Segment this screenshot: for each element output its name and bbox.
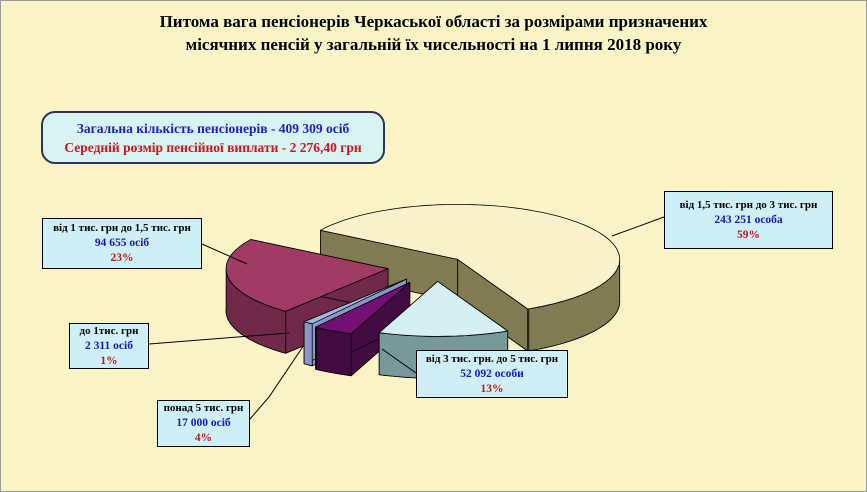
callout-slice-over-5000: понад 5 тис. грн 17 000 осіб 4% (157, 400, 250, 447)
pie-slice-1pct-front (303, 321, 313, 367)
callout-leader-line (249, 344, 305, 420)
pie-slice-59pct-top (320, 204, 621, 310)
callout-slice-under-1000: до 1тис. грн 2 311 осіб 1% (69, 323, 149, 369)
callout-leader-line (148, 332, 290, 345)
pie-slice-4pct-top (315, 282, 411, 335)
callout-count: 243 251 особа (714, 213, 783, 226)
callout-label: від 1,5 тис. грн до 3 тис. грн (679, 198, 818, 211)
pie-slice-1pct-top (303, 278, 407, 325)
callout-percent: 59% (737, 228, 760, 241)
callout-label: від 3 тис. грн. до 5 тис. грн (425, 352, 559, 365)
chart-title-line-2: місячних пенсій у загальній їх чисельнос… (185, 35, 682, 54)
pie-slice-4pct-front (316, 327, 352, 377)
callout-slice-3000-5000: від 3 тис. грн. до 5 тис. грн 52 092 осо… (416, 350, 568, 398)
callout-count: 52 092 особи (460, 367, 524, 380)
callout-slice-1000-1500: від 1 тис. грн до 1,5 тис. грн 94 655 ос… (42, 218, 202, 269)
chart-title-line-1: Питома вага пенсіонерів Черкаської облас… (159, 12, 708, 31)
callout-percent: 1% (100, 354, 118, 367)
callout-percent: 13% (480, 382, 504, 395)
pie-slice-23pct-top (225, 239, 389, 312)
callout-count: 94 655 осіб (94, 237, 150, 249)
callout-count: 2 311 осіб (85, 339, 133, 352)
pie-slice-13pct-top (378, 281, 509, 337)
summary-box: Загальна кількість пенсіонерів - 409 309… (41, 111, 385, 164)
callout-leader-line (611, 216, 665, 237)
chart-title: Питома вага пенсіонерів Черкаської облас… (1, 10, 866, 56)
callout-count: 17 000 осіб (176, 417, 231, 429)
callout-label: від 1 тис. грн до 1,5 тис. грн (53, 222, 191, 234)
callout-leader-line (381, 348, 417, 374)
summary-total-pensioners: Загальна кількість пенсіонерів - 409 309… (76, 120, 350, 136)
callout-percent: 23% (110, 252, 134, 264)
callout-label: до 1тис. грн (79, 324, 139, 337)
callout-label: понад 5 тис. грн (163, 402, 244, 414)
callout-leader-line (201, 243, 248, 265)
summary-average-payment: Середній розмір пенсійної виплати - 2 27… (64, 139, 362, 155)
callout-slice-1500-3000: від 1,5 тис. грн до 3 тис. грн 243 251 о… (664, 191, 833, 249)
callout-percent: 4% (194, 432, 213, 444)
